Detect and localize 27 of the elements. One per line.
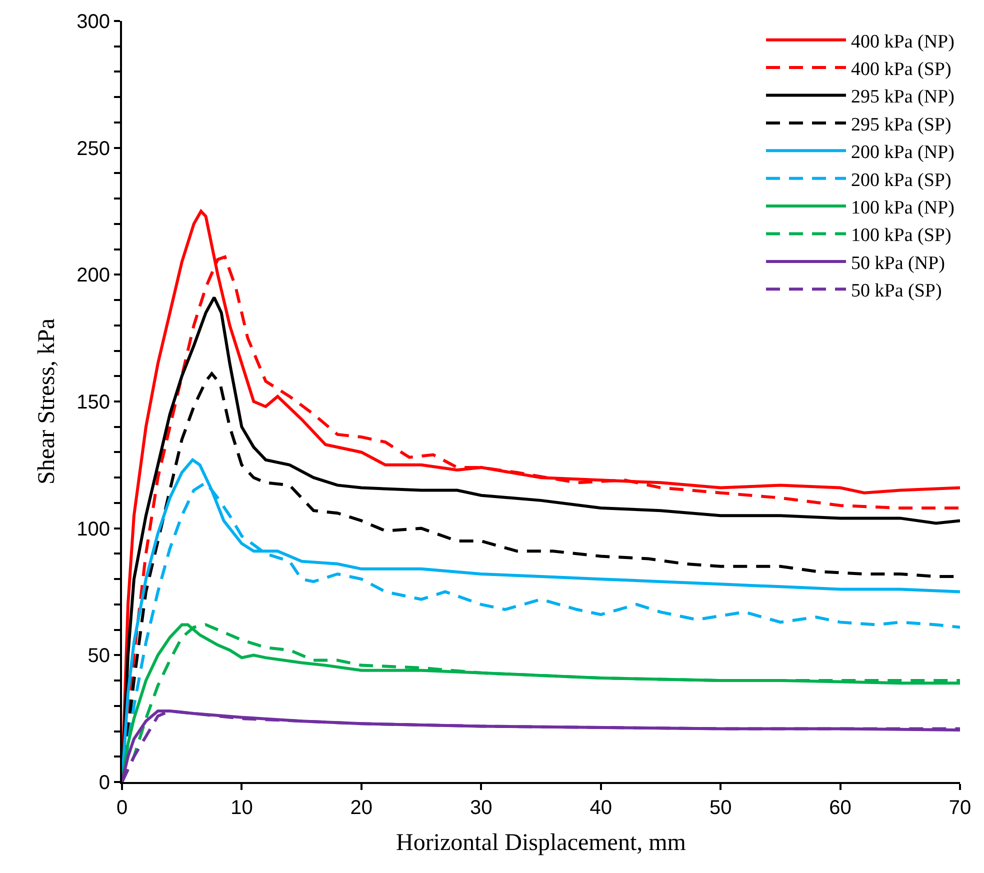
x-tick-label: 10 <box>230 797 253 819</box>
legend-label: 400 kPa (NP) <box>851 31 954 52</box>
legend-label: 100 kPa (SP) <box>851 225 952 246</box>
y-tick-label: 0 <box>98 772 110 794</box>
legend-label: 295 kPa (NP) <box>851 86 954 108</box>
x-tick-label: 50 <box>709 797 732 819</box>
legend-label: 50 kPa (SP) <box>851 280 942 302</box>
legend-label: 400 kPa (SP) <box>851 58 952 80</box>
y-tick-label: 150 <box>76 392 110 414</box>
y-axis-title: Shear Stress, kPa <box>34 318 60 484</box>
x-tick-label: 30 <box>470 797 492 819</box>
y-tick-label: 250 <box>76 138 110 160</box>
x-axis-title: Horizontal Displacement, mm <box>396 830 686 856</box>
x-tick-label: 20 <box>350 797 373 819</box>
y-tick-label: 100 <box>76 518 110 540</box>
x-tick-label: 70 <box>948 797 972 819</box>
legend-label: 200 kPa (NP) <box>851 142 954 164</box>
legend-label: 200 kPa (SP) <box>851 170 952 191</box>
y-tick-label: 200 <box>76 264 110 287</box>
x-tick-label: 60 <box>829 797 852 819</box>
y-tick-label: 50 <box>88 645 110 668</box>
y-tick-label: 300 <box>76 11 110 33</box>
x-tick-label: 40 <box>590 797 612 819</box>
legend-label: 50 kPa (NP) <box>851 252 945 274</box>
x-tick-label: 0 <box>116 797 128 819</box>
legend-label: 100 kPa (NP) <box>851 197 954 218</box>
legend-label: 295 kPa (SP) <box>851 114 952 136</box>
